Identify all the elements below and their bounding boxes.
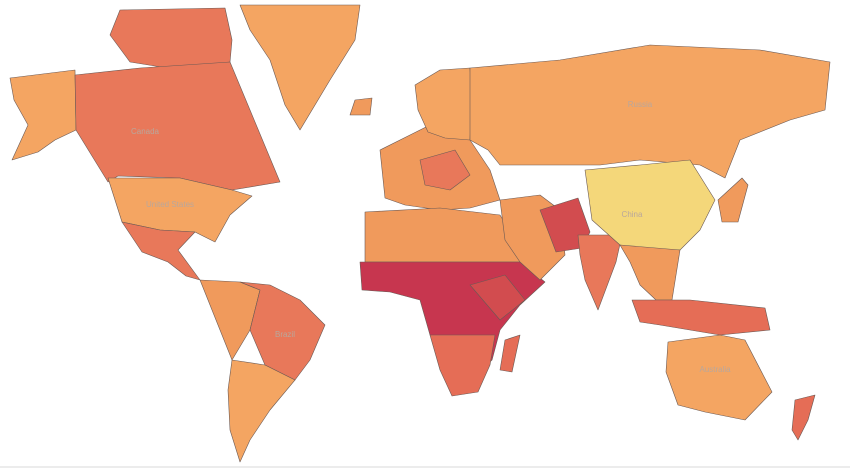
country-label: United States [146,200,194,209]
country-region [631,299,771,336]
country-region [239,4,361,131]
country-label: Canada [131,127,160,136]
country-region [419,149,471,191]
country-region [227,359,296,463]
country-region [239,281,326,381]
country-region [791,394,816,441]
country-region [349,97,373,116]
country-region [584,159,716,251]
country-region [469,274,526,321]
country-label: Brazil [275,330,295,339]
country-region [665,334,773,421]
country-region [469,44,831,179]
country-region [364,207,521,263]
country-region [717,177,749,223]
country-label: Australia [699,365,731,374]
country-region [429,334,496,397]
country-region [499,334,521,373]
country-label: China [622,210,643,219]
country-label: Russia [628,100,653,109]
